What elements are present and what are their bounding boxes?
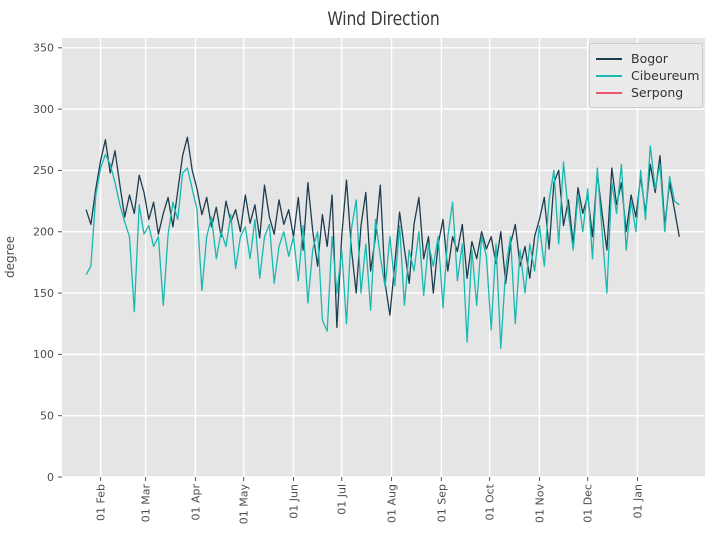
legend-label-bogor: Bogor [631,51,668,66]
y-axis-tick-labels: 0 50 100 150 200 250 300 350 [33,42,54,484]
legend-entry-cibeureum: Cibeureum [596,67,699,84]
legend: Bogor Cibeureum Serpong [589,43,703,108]
x-tick-label: 01 Dec [582,484,595,523]
y-axis-label: degree [3,235,17,279]
y-tick-label: 350 [33,42,54,55]
x-tick-label: 01 Mar [140,484,153,523]
legend-entry-serpong: Serpong [596,84,694,101]
x-tick-label: 01 Jul [336,484,349,515]
x-tick-label: 01 Nov [533,484,546,523]
x-tick-label: 01 May [238,484,251,525]
y-tick-label: 250 [33,164,54,177]
legend-label-serpong: Serpong [631,85,684,100]
serpong-line-swatch [596,91,622,94]
y-tick-label: 150 [33,287,54,300]
cibeureum-line-swatch [596,74,622,77]
tick-marks [58,47,638,481]
x-tick-label: 01 Jun [287,484,300,519]
x-tick-label: 01 Aug [386,484,399,523]
legend-entry-bogor: Bogor [596,50,694,67]
series-line-cibeureum [85,145,680,349]
x-tick-label: 01 Apr [189,484,202,521]
y-tick-label: 50 [40,409,54,422]
x-tick-label: 01 Jan [631,484,644,518]
y-tick-label: 0 [47,471,54,484]
x-axis-tick-labels: 01 Feb 01 Mar 01 Apr 01 May 01 Jun 01 Jul 01 A… [95,483,645,524]
x-tick-label: 01 Sep [435,484,448,522]
series-line-bogor [85,136,680,329]
x-tick-label: 01 Oct [484,483,497,520]
bogor-line-swatch [596,57,622,60]
y-tick-label: 100 [33,348,54,361]
data-series-lines [85,136,680,349]
x-tick-label: 01 Feb [95,484,108,521]
y-tick-label: 200 [33,226,54,239]
legend-label-cibeureum: Cibeureum [631,68,700,83]
y-tick-label: 300 [33,103,54,116]
chart-title: Wind Direction [327,8,440,30]
